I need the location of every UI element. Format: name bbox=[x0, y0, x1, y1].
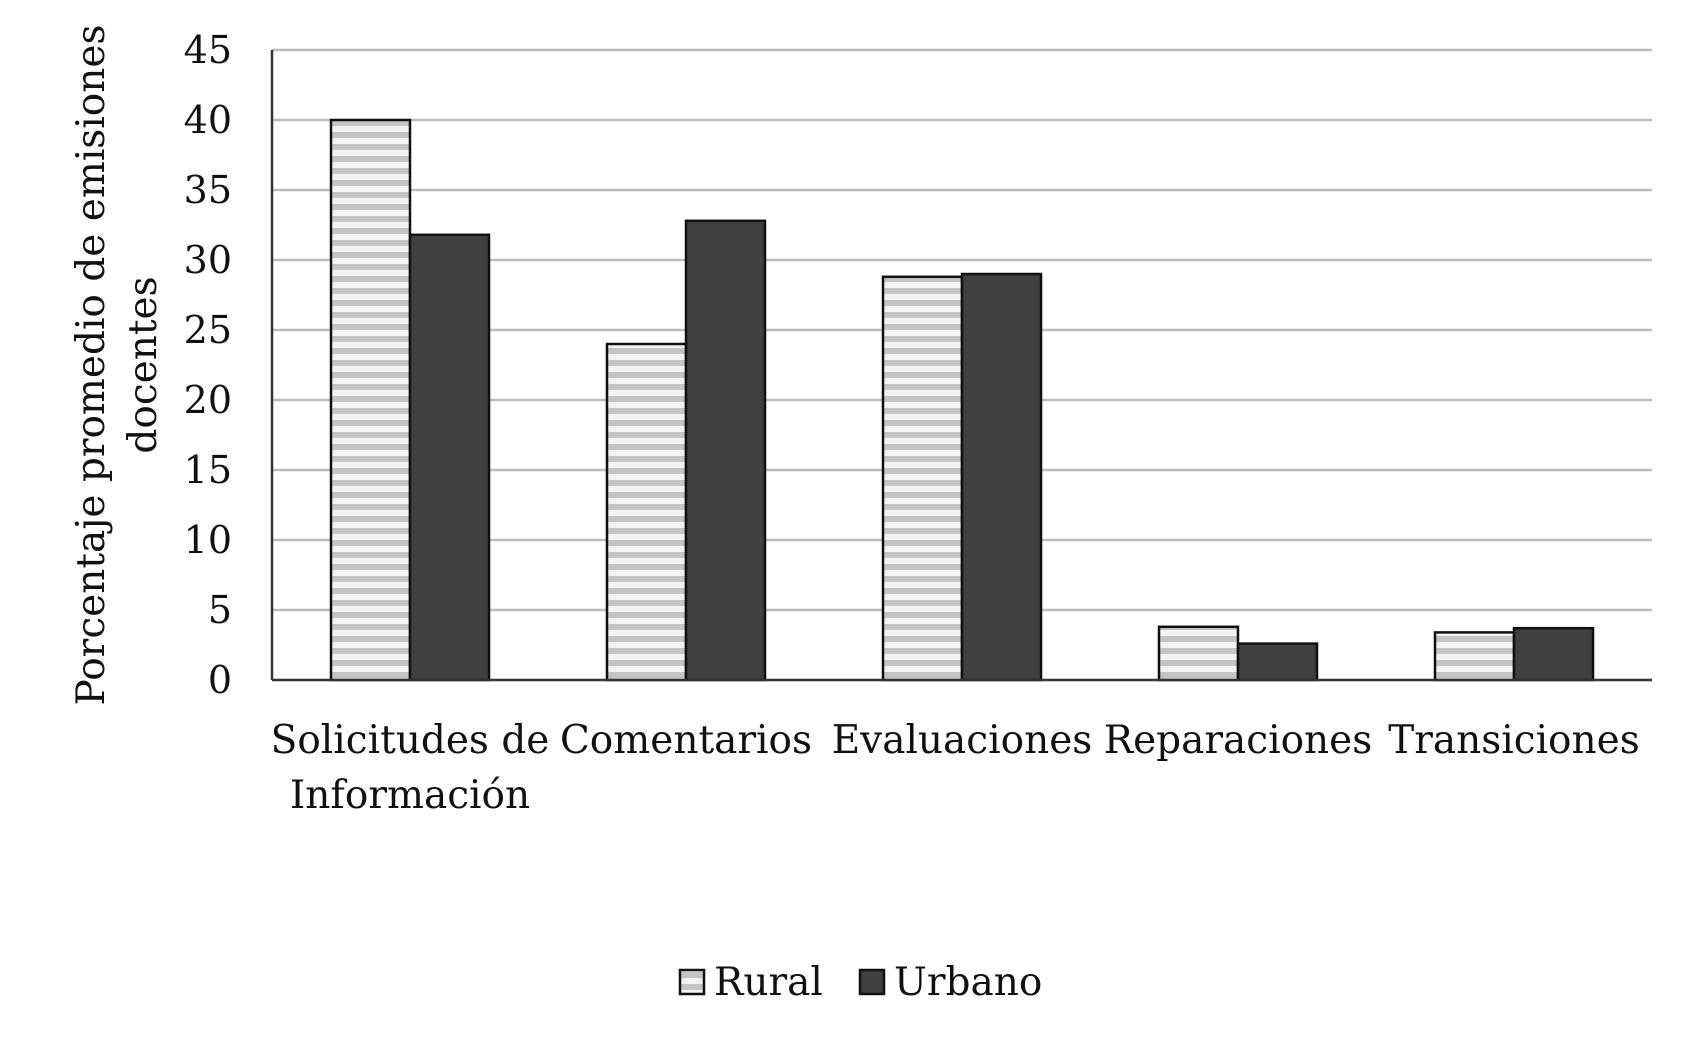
bar-rural bbox=[605, 342, 688, 682]
y-tick-labels: 0 5 10 15 20 25 30 35 40 45 bbox=[184, 28, 232, 702]
y-tick-label: 10 bbox=[184, 518, 232, 562]
legend-label-rural: Rural bbox=[714, 960, 823, 1005]
legend-swatch-rural bbox=[678, 968, 706, 996]
x-category-label: Comentarios bbox=[560, 718, 812, 763]
bars bbox=[329, 118, 1595, 682]
y-tick-label: 15 bbox=[184, 448, 232, 492]
bar-urbano bbox=[1512, 626, 1595, 682]
axes bbox=[270, 50, 1652, 682]
bar-urbano bbox=[960, 272, 1043, 682]
bar-urbano bbox=[684, 219, 767, 682]
y-tick-label: 0 bbox=[208, 658, 232, 702]
x-category-label: Evaluaciones bbox=[832, 718, 1093, 763]
y-tick-label: 20 bbox=[184, 378, 232, 422]
y-tick-label: 30 bbox=[184, 238, 232, 282]
y-axis-title-text: Porcentaje promedio de emisiones docentes bbox=[69, 25, 166, 706]
bar-rural bbox=[881, 275, 964, 682]
legend-swatch-urbano bbox=[858, 968, 886, 996]
y-tick-label: 40 bbox=[184, 98, 232, 142]
y-tick-label: 5 bbox=[208, 588, 232, 632]
bar-rural bbox=[1433, 631, 1516, 682]
x-category-label: Reparaciones bbox=[1104, 718, 1373, 763]
y-axis-title: Porcentaje promedio de emisiones docentes bbox=[69, 25, 166, 706]
bar-rural bbox=[1157, 625, 1240, 682]
bar-urbano bbox=[408, 233, 491, 682]
legend-label-urbano: Urbano bbox=[894, 960, 1042, 1005]
x-category-label: Transiciones bbox=[1388, 718, 1640, 763]
bar-urbano bbox=[1236, 642, 1319, 682]
legend: Rural Urbano bbox=[678, 960, 1042, 1005]
y-tick-label: 35 bbox=[184, 168, 232, 212]
y-tick-label: 25 bbox=[184, 308, 232, 352]
x-category-label: Solicitudes de Información bbox=[271, 718, 550, 818]
y-tick-label: 45 bbox=[184, 28, 232, 72]
bar-rural bbox=[329, 118, 412, 682]
